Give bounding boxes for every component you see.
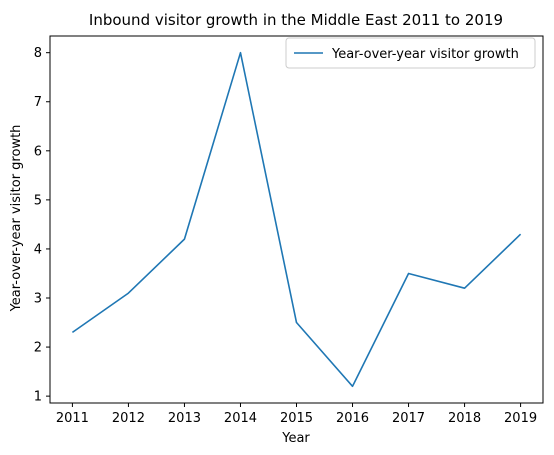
legend: Year-over-year visitor growth [285, 37, 536, 69]
chart-title: Inbound visitor growth in the Middle Eas… [89, 11, 503, 29]
y-axis-ticks: 1 2 3 4 5 6 7 8 [34, 46, 50, 405]
y-tick-label: 6 [34, 144, 42, 159]
x-tick-label: 2015 [280, 411, 313, 426]
x-tick-label: 2018 [448, 411, 481, 426]
axes-frame [49, 35, 544, 404]
y-tick-label: 1 [34, 390, 42, 405]
x-tick-label: 2011 [56, 411, 89, 426]
y-tick-label: 2 [34, 341, 42, 356]
legend-box [285, 37, 536, 69]
x-tick-label: 2016 [336, 411, 369, 426]
y-tick-label: 3 [34, 292, 42, 307]
y-tick-label: 5 [34, 193, 42, 208]
x-axis-ticks: 2011 2012 2013 2014 2015 2016 2017 2018 2019 [56, 403, 537, 426]
legend-label: Year-over-year visitor growth [331, 47, 519, 62]
x-tick-label: 2017 [392, 411, 425, 426]
x-tick-label: 2013 [168, 411, 201, 426]
series-line [71, 51, 522, 388]
y-axis-label: Year-over-year visitor growth [9, 125, 24, 313]
x-tick-label: 2012 [112, 411, 145, 426]
y-tick-label: 7 [34, 95, 42, 110]
x-tick-label: 2019 [504, 411, 537, 426]
plot-area [71, 51, 522, 388]
y-tick-label: 8 [34, 46, 42, 61]
y-tick-label: 4 [34, 242, 42, 257]
x-tick-label: 2014 [224, 411, 257, 426]
x-axis-label: Year [281, 431, 310, 446]
